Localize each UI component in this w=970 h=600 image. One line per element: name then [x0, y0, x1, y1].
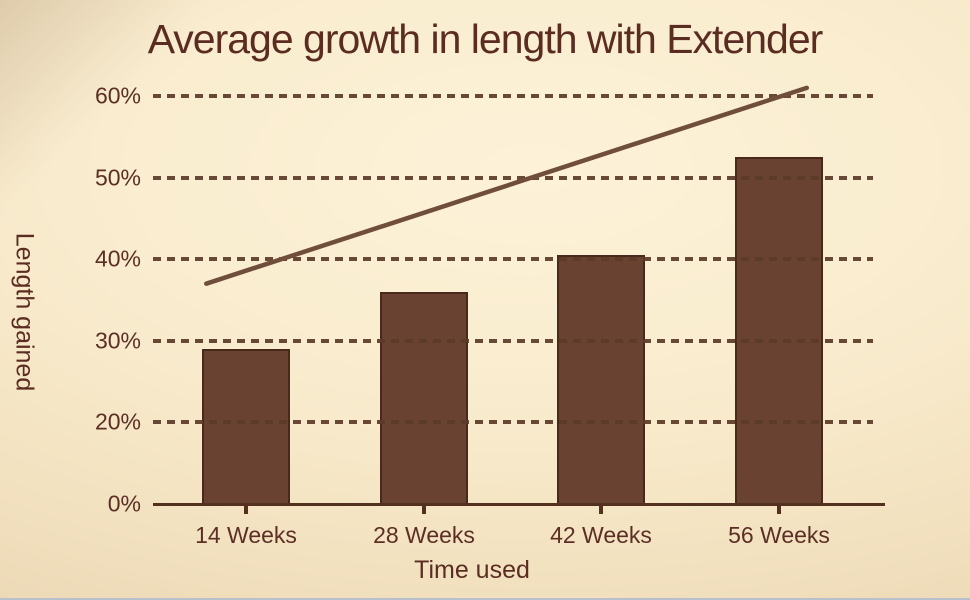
chart-title: Average growth in length with Extender — [147, 16, 824, 62]
gridline-30 — [153, 338, 873, 343]
bar-42-weeks — [557, 255, 645, 504]
trend-line — [204, 85, 810, 286]
gridline-20 — [153, 420, 873, 425]
x-tick-label-1: 14 Weeks — [195, 522, 297, 548]
x-tick-3 — [599, 506, 603, 514]
bar-56-weeks — [735, 157, 823, 504]
y-tick-label-40: 40% — [94, 245, 141, 272]
y-tick-label-0: 0% — [107, 490, 141, 517]
y-axis-title: Length gained — [10, 232, 39, 392]
gridline-50 — [153, 175, 873, 180]
x-tick-4 — [777, 506, 781, 514]
x-axis-title: Time used — [414, 556, 530, 584]
y-tick-label-30: 30% — [94, 327, 141, 354]
gridline-40 — [153, 257, 873, 262]
y-tick-label-60: 60% — [94, 82, 141, 109]
x-tick-label-2: 28 Weeks — [373, 522, 475, 548]
x-tick-1 — [244, 506, 248, 514]
y-tick-label-20: 20% — [94, 408, 141, 435]
y-tick-label-50: 50% — [94, 164, 141, 191]
bar-28-weeks — [380, 291, 468, 504]
x-tick-2 — [422, 506, 426, 514]
x-tick-label-4: 56 Weeks — [728, 522, 830, 548]
bar-14-weeks — [202, 348, 290, 504]
x-tick-label-3: 42 Weeks — [550, 522, 652, 548]
x-axis-line — [153, 503, 885, 506]
bottom-edge-strip — [0, 598, 970, 600]
gridline-60 — [153, 94, 873, 98]
